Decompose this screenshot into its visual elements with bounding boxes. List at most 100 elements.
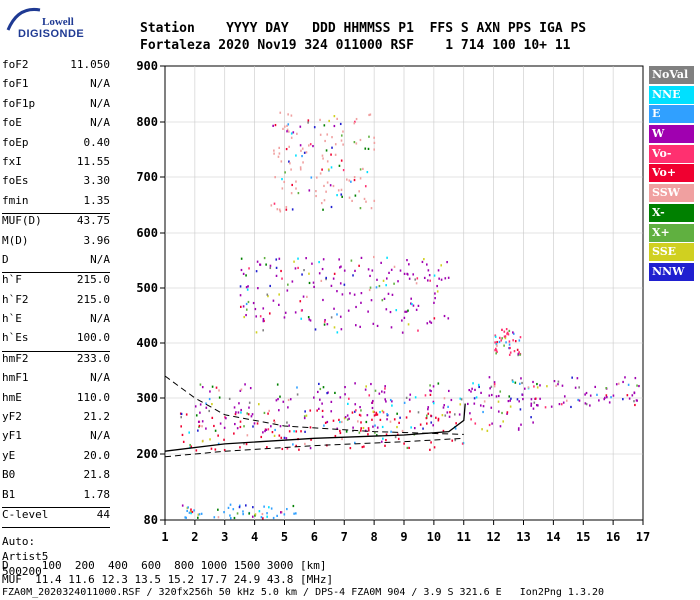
echo-point bbox=[294, 267, 297, 270]
echo-point bbox=[349, 446, 352, 450]
echo-point bbox=[508, 340, 511, 343]
param-name: B1 bbox=[2, 487, 16, 501]
param-row: foF2 11.050 bbox=[2, 58, 110, 77]
echo-point bbox=[286, 421, 288, 424]
echo-point bbox=[432, 402, 435, 405]
echo-point bbox=[624, 376, 626, 379]
echo-point bbox=[373, 148, 375, 151]
echo-point bbox=[394, 435, 397, 439]
echo-point bbox=[261, 512, 264, 516]
echo-point bbox=[336, 427, 339, 430]
echo-point bbox=[308, 281, 311, 285]
echo-point bbox=[557, 383, 559, 386]
echo-point bbox=[321, 154, 324, 157]
echo-point bbox=[408, 398, 411, 401]
echo-point bbox=[256, 260, 259, 263]
echo-point bbox=[489, 387, 491, 390]
echo-point bbox=[397, 280, 399, 283]
echo-point bbox=[307, 316, 310, 319]
echo-point bbox=[519, 408, 522, 411]
echo-point bbox=[269, 266, 272, 270]
echo-point bbox=[286, 128, 289, 131]
echo-point bbox=[498, 340, 501, 344]
echo-point bbox=[415, 282, 418, 285]
echo-point bbox=[374, 389, 377, 392]
echo-point bbox=[322, 386, 325, 389]
echo-point bbox=[242, 305, 245, 308]
echo-point bbox=[493, 381, 496, 384]
echo-point bbox=[291, 280, 294, 283]
echo-point bbox=[326, 323, 329, 326]
echo-point bbox=[293, 512, 295, 515]
echo-point bbox=[305, 151, 308, 154]
y-tick-label: 500 bbox=[136, 281, 158, 295]
echo-point bbox=[423, 258, 425, 261]
echo-point bbox=[516, 398, 519, 401]
echo-point bbox=[223, 511, 225, 514]
echo-point bbox=[626, 394, 629, 397]
echo-point bbox=[429, 448, 431, 451]
echo-point bbox=[617, 382, 620, 385]
echo-point bbox=[320, 279, 323, 283]
echo-point bbox=[308, 189, 311, 192]
echo-point bbox=[497, 410, 500, 413]
echo-point bbox=[296, 132, 298, 135]
echo-point bbox=[410, 302, 412, 305]
echo-point bbox=[283, 316, 286, 319]
echo-point bbox=[246, 412, 249, 415]
echo-point bbox=[283, 125, 286, 128]
echo-point bbox=[426, 414, 428, 417]
echo-point bbox=[320, 201, 323, 205]
echo-point bbox=[357, 420, 359, 423]
polarization-legend: NoVal NNE E W Vo- Vo+ SSW X- X+ SSE NNW bbox=[649, 66, 694, 283]
echo-point bbox=[604, 396, 606, 399]
echo-point bbox=[367, 429, 370, 432]
echo-point bbox=[381, 390, 383, 393]
param-value: 110.0 bbox=[76, 390, 110, 404]
echo-point bbox=[472, 382, 474, 385]
param-value: 1.78 bbox=[83, 487, 111, 501]
echo-point bbox=[223, 426, 226, 429]
echo-point bbox=[323, 323, 326, 326]
x-tick-label: 4 bbox=[251, 530, 258, 544]
echo-point bbox=[292, 443, 294, 446]
echo-point bbox=[411, 303, 413, 306]
echo-point bbox=[189, 510, 192, 513]
echo-point bbox=[509, 405, 512, 408]
echo-point bbox=[520, 377, 522, 380]
echo-point bbox=[446, 260, 448, 264]
echo-point bbox=[288, 160, 290, 163]
echo-point bbox=[447, 405, 449, 408]
echo-point bbox=[359, 207, 362, 210]
legend-item-nne: NNE bbox=[649, 85, 694, 104]
echo-point bbox=[281, 447, 284, 451]
echo-point bbox=[330, 400, 333, 403]
echo-point bbox=[433, 274, 436, 277]
x-tick-label: 1 bbox=[161, 530, 168, 544]
param-name: hmF2 bbox=[2, 351, 29, 365]
echo-point bbox=[296, 393, 299, 396]
echo-point bbox=[376, 413, 379, 416]
y-tick-label: 900 bbox=[136, 59, 158, 73]
echo-point bbox=[256, 422, 259, 425]
echo-point bbox=[375, 413, 377, 416]
echo-point bbox=[276, 208, 279, 211]
echo-point bbox=[386, 413, 388, 416]
echo-point bbox=[274, 428, 276, 432]
echo-point bbox=[239, 425, 242, 429]
echo-point bbox=[409, 393, 412, 396]
echo-point bbox=[444, 414, 447, 417]
echo-point bbox=[570, 405, 572, 409]
echo-point bbox=[519, 336, 522, 339]
echo-point bbox=[246, 434, 249, 437]
echo-point bbox=[288, 430, 291, 433]
x-tick-label: 11 bbox=[457, 530, 471, 544]
echo-point bbox=[285, 208, 288, 211]
echo-point bbox=[336, 290, 338, 293]
footer-info: FZA0M_2020324011000.RSF / 320fx256h 50 k… bbox=[2, 587, 605, 598]
echo-point bbox=[359, 177, 362, 180]
echo-point bbox=[348, 397, 350, 400]
echo-point bbox=[355, 409, 357, 412]
echo-point bbox=[263, 256, 266, 260]
echo-point bbox=[362, 167, 364, 171]
